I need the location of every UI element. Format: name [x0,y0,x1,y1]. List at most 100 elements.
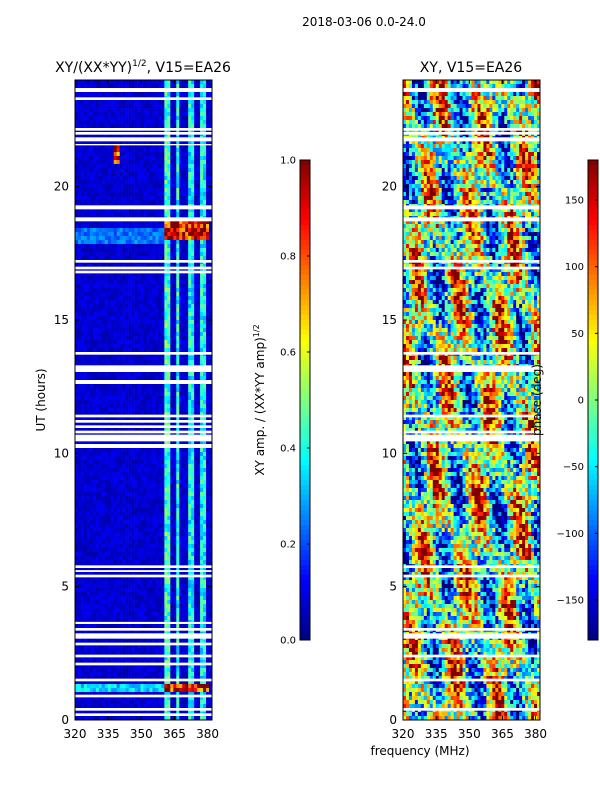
heatmap-cell [170,264,174,269]
heatmap-cell [77,144,82,149]
heatmap-cell [164,460,168,465]
heatmap-cell [104,252,109,257]
heatmap-cell [152,100,156,105]
heatmap-cell [152,144,156,149]
heatmap-cell [176,408,180,413]
heatmap-cell [80,172,85,177]
heatmap-cell [152,392,156,397]
heatmap-cell [191,200,195,205]
heatmap-cell [122,228,126,233]
heatmap-cell [128,156,132,161]
heatmap-cell [113,256,117,261]
heatmap-cell [128,452,132,457]
heatmap-cell [200,104,204,109]
heatmap-cell [125,320,129,325]
heatmap-cell [188,440,192,445]
heatmap-cell [86,452,91,457]
heatmap-cell [194,480,198,485]
heatmap-cell [158,360,162,365]
heatmap-cell [209,392,213,397]
heatmap-cell [197,492,201,497]
heatmap-cell [131,100,135,105]
heatmap-cell [167,300,171,305]
heatmap-cell [92,192,97,197]
heatmap-cell [206,488,210,493]
heatmap-cell [125,172,129,177]
heatmap-cell [167,284,171,289]
heatmap-cell [161,488,165,493]
heatmap-cell [170,348,174,353]
heatmap-cell [131,344,135,349]
heatmap-cell [197,180,201,185]
heatmap-cell [200,152,204,157]
heatmap-cell [122,440,126,445]
heatmap-cell [152,308,156,313]
heatmap-cell [83,384,88,389]
heatmap-cell [158,464,162,469]
heatmap-cell [206,448,210,453]
heatmap-cell [182,188,186,193]
heatmap-cell [80,312,85,317]
heatmap-cell [125,224,129,229]
heatmap-cell [164,268,168,273]
heatmap-cell [101,408,106,413]
heatmap-cell [83,416,88,421]
heatmap-cell [89,372,94,377]
heatmap-cell [149,476,153,481]
heatmap-cell [134,300,138,305]
heatmap-cell [137,268,141,273]
heatmap-cell [128,396,132,401]
heatmap-cell [104,192,109,197]
heatmap-cell [104,176,109,181]
heatmap-cell [140,280,144,285]
heatmap-cell [182,112,186,117]
heatmap-cell [125,160,129,165]
heatmap-cell [146,240,150,245]
heatmap-cell [75,396,79,401]
heatmap-cell [83,488,88,493]
heatmap-cell [92,472,97,477]
heatmap-cell [128,496,132,501]
heatmap-cell [119,468,123,473]
heatmap-cell [176,460,180,465]
heatmap-cell [125,308,129,313]
heatmap-cell [158,248,162,253]
heatmap-cell [107,192,112,197]
heatmap-cell [209,372,213,377]
heatmap-cell [164,176,168,181]
heatmap-cell [104,152,109,157]
heatmap-cell [176,228,180,233]
heatmap-cell [146,504,150,509]
heatmap-cell [122,320,126,325]
heatmap-cell [80,276,85,281]
heatmap-cell [122,344,126,349]
heatmap-cell [152,376,156,381]
heatmap-cell [146,384,150,389]
heatmap-cell [125,144,129,149]
heatmap-cell [101,360,106,365]
heatmap-cell [149,196,153,201]
heatmap-cell [176,384,180,389]
heatmap-cell [131,148,135,153]
heatmap-cell [98,272,103,277]
heatmap-cell [164,476,168,481]
heatmap-cell [149,200,153,205]
heatmap-cell [200,272,204,277]
heatmap-cell [194,384,198,389]
heatmap-cell [137,220,141,225]
heatmap-cell [149,480,153,485]
heatmap-cell [125,124,129,129]
heatmap-cell [200,160,204,165]
heatmap-cell [116,272,120,277]
heatmap-cell [164,464,168,469]
heatmap-cell [119,376,123,381]
heatmap-cell [134,172,138,177]
heatmap-cell [113,412,117,417]
heatmap-cell [92,152,97,157]
heatmap-cell [128,412,132,417]
heatmap-cell [131,272,135,277]
heatmap-cell [149,232,153,237]
heatmap-cell [107,448,112,453]
heatmap-cell [194,332,198,337]
heatmap-cell [176,244,180,249]
